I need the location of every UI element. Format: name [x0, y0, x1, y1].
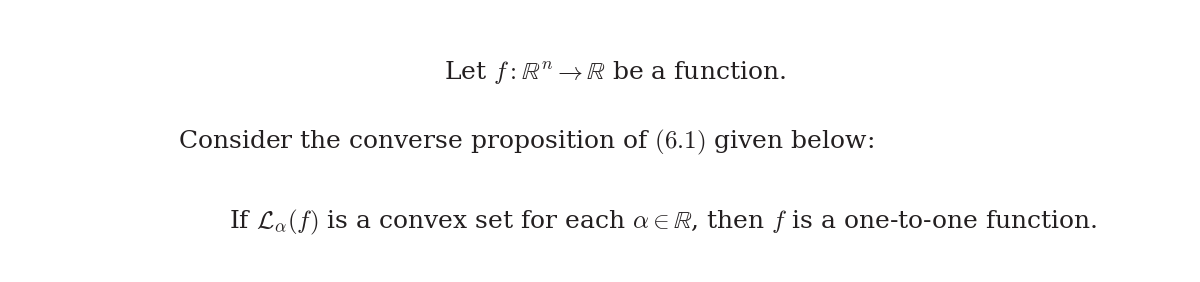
Text: If $\mathcal{L}_{\alpha}(f)$ is a convex set for each $\alpha \in \mathbb{R}$, t: If $\mathcal{L}_{\alpha}(f)$ is a convex…: [229, 208, 1098, 237]
Text: Let $f : \mathbb{R}^n \rightarrow \mathbb{R}$ be a function.: Let $f : \mathbb{R}^n \rightarrow \mathb…: [444, 60, 786, 86]
Text: Consider the converse proposition of $(6.1)$ given below:: Consider the converse proposition of $(6…: [178, 128, 874, 157]
